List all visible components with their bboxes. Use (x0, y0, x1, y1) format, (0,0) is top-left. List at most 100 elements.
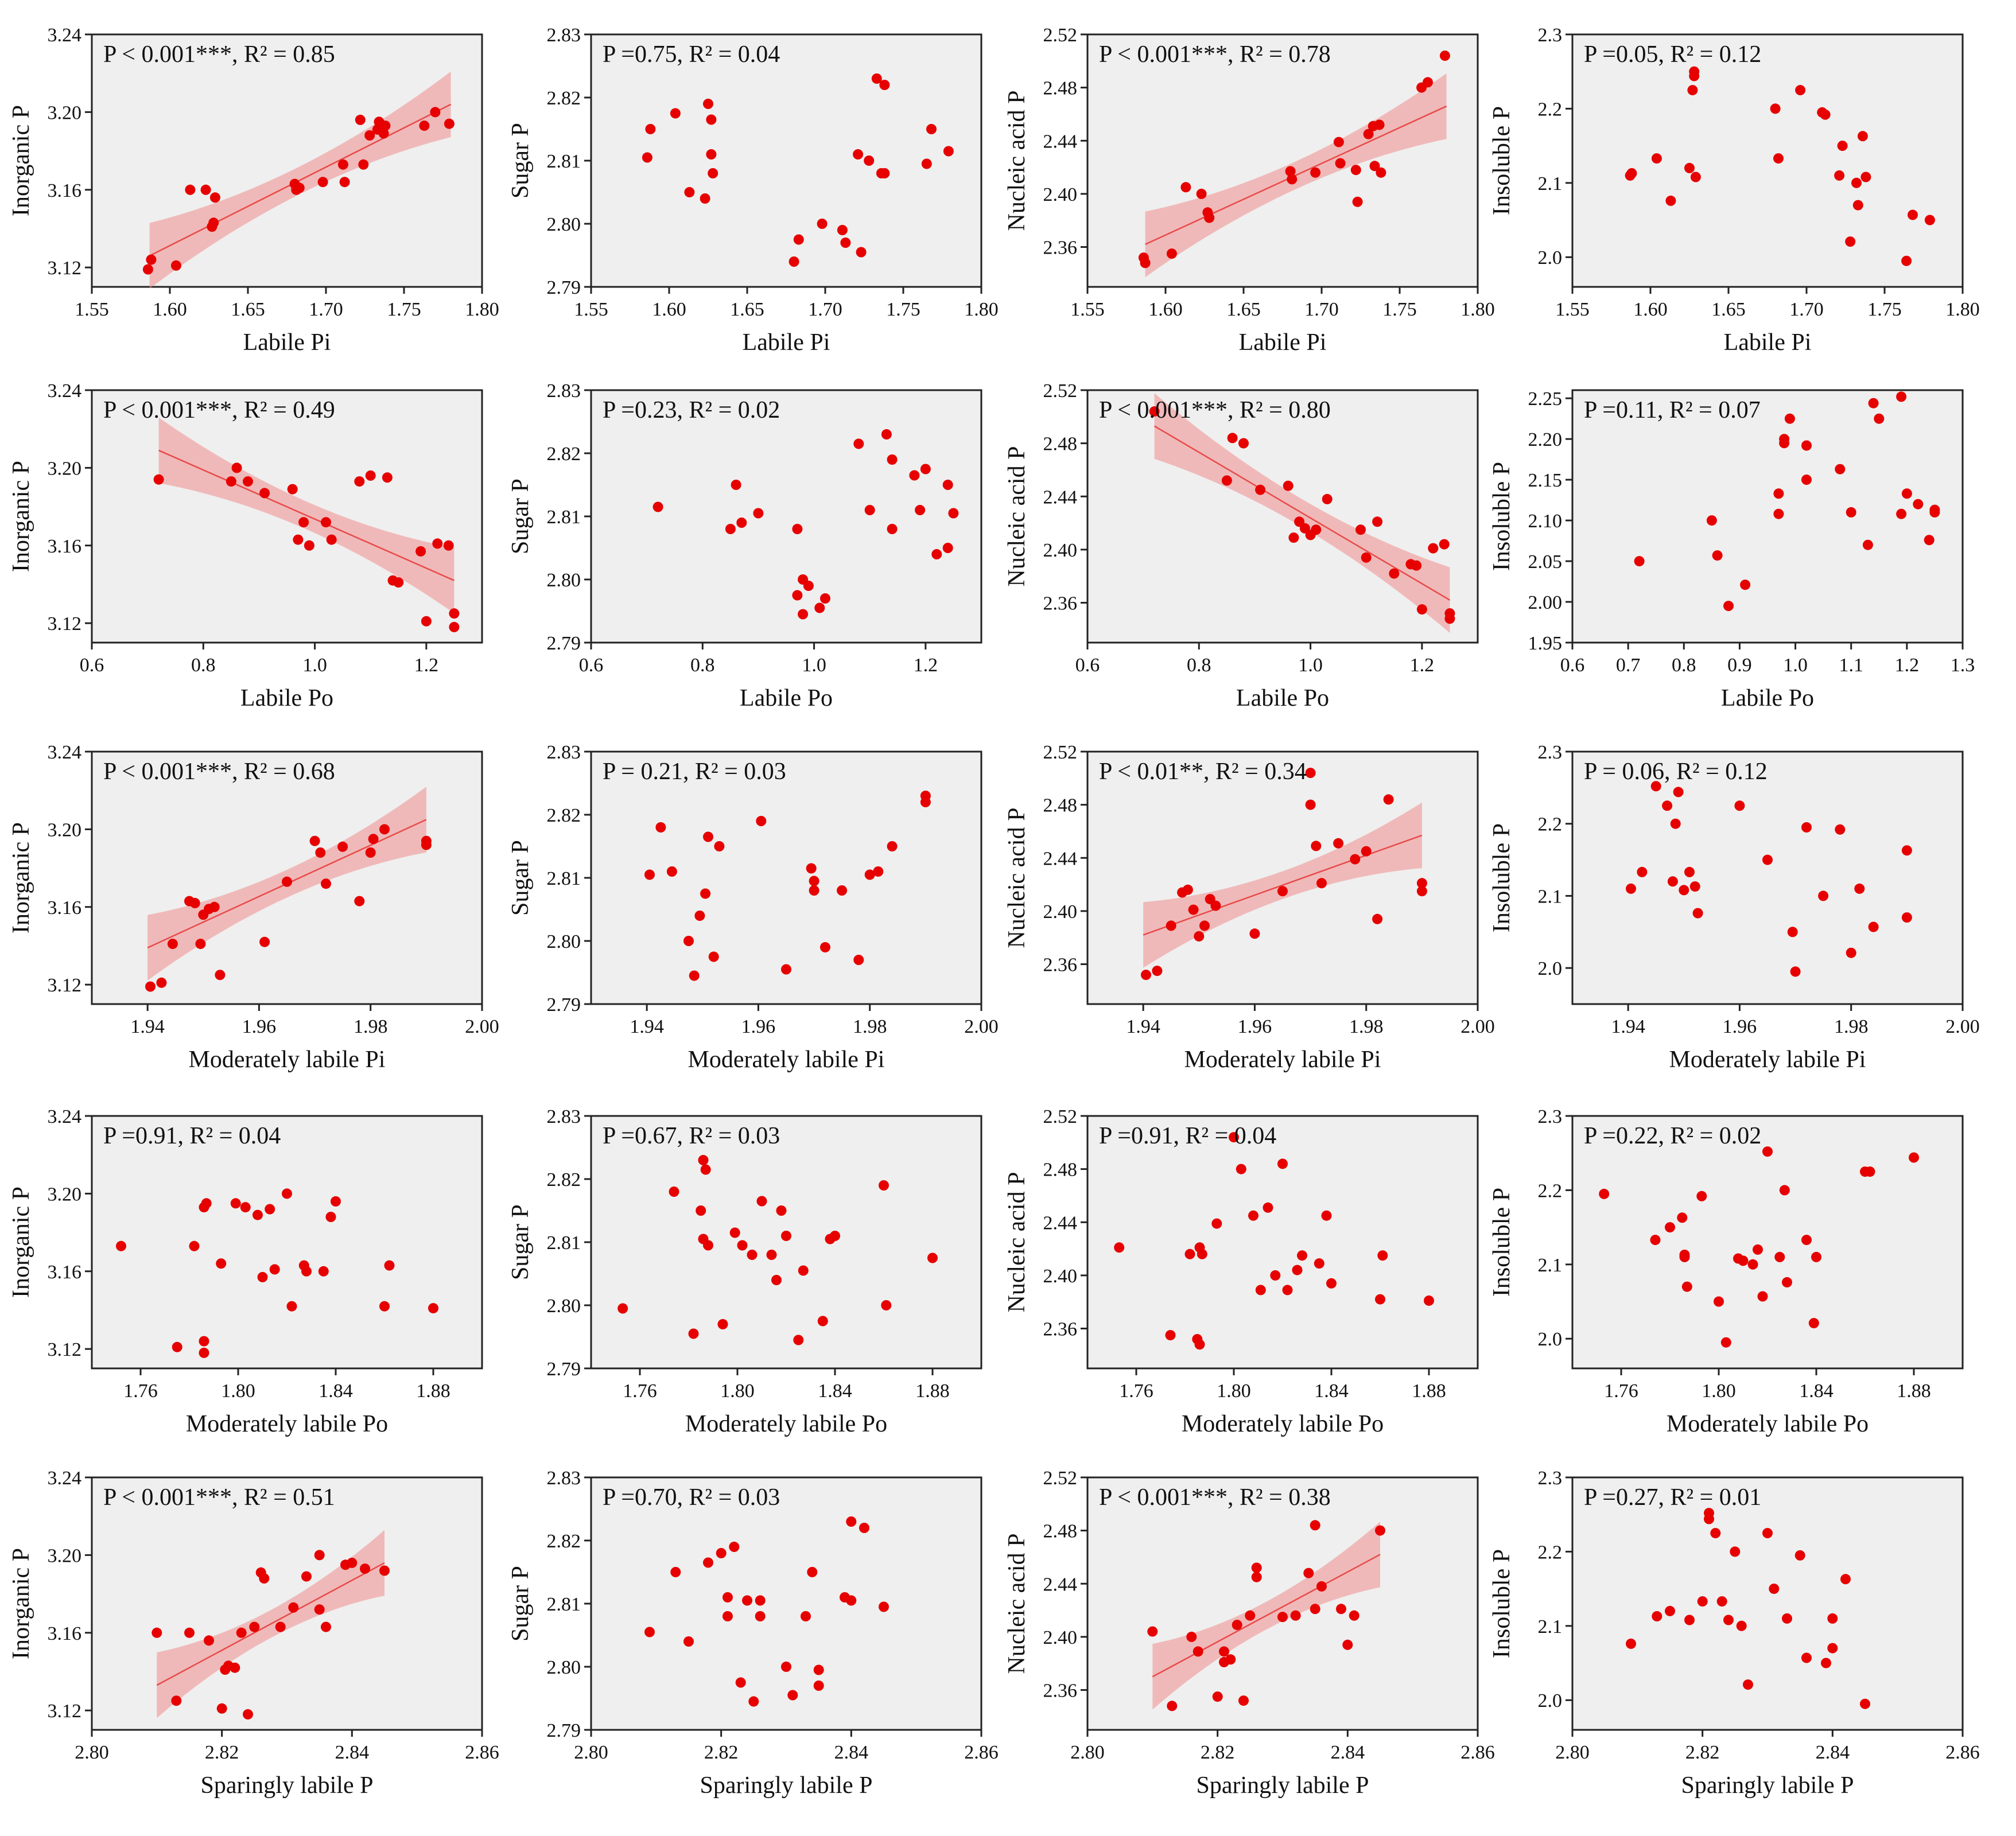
y-tick-label: 2.82 (547, 805, 581, 826)
data-point (694, 911, 705, 921)
x-tick-label: 1.88 (1412, 1380, 1446, 1402)
y-tick-label: 2.2 (1538, 814, 1563, 835)
data-point (226, 476, 236, 487)
x-axis-label: Sparingly labile P (1681, 1772, 1854, 1799)
y-axis-label: Nucleic acid P (1004, 91, 1030, 231)
y-tick-label: 3.20 (48, 458, 82, 479)
data-point (670, 1567, 681, 1577)
data-point (1277, 1158, 1288, 1169)
data-point (748, 1696, 759, 1707)
data-point (1808, 1318, 1819, 1329)
data-point (683, 1636, 694, 1647)
stat-annotation: P < 0.001***, R² = 0.68 (103, 758, 335, 785)
data-point (142, 264, 153, 275)
data-point (1333, 838, 1344, 849)
data-point (1790, 966, 1801, 977)
data-point (1599, 1188, 1610, 1199)
data-point (243, 476, 253, 487)
data-point (216, 1258, 227, 1269)
x-tick-label: 1.96 (1238, 1016, 1272, 1037)
data-point (853, 955, 864, 965)
data-point (1221, 475, 1232, 486)
data-point (756, 1196, 767, 1207)
regression-line (1143, 834, 1423, 936)
data-point (1369, 161, 1380, 172)
x-tick-label: 0.6 (1560, 655, 1585, 676)
x-axis-label: Sparingly labile P (201, 1772, 374, 1799)
data-point (887, 841, 898, 851)
x-tick-label: 2.00 (1460, 1016, 1495, 1037)
x-tick-label: 2.84 (1816, 1742, 1850, 1763)
data-point (337, 159, 348, 170)
data-point (1310, 1604, 1320, 1615)
x-tick-label: 1.75 (1867, 299, 1902, 320)
data-point (820, 593, 830, 604)
x-tick-label: 1.70 (1304, 299, 1339, 320)
data-point (1862, 539, 1873, 550)
data-point (1249, 928, 1260, 939)
y-tick-label: 2.40 (1043, 1627, 1078, 1648)
data-point (231, 462, 242, 473)
data-point (1439, 50, 1450, 61)
data-point (1782, 1613, 1792, 1624)
y-tick-label: 2.40 (1043, 540, 1078, 561)
data-point (1255, 484, 1266, 495)
data-point (184, 1627, 195, 1638)
data-point (337, 841, 348, 852)
data-point (1416, 878, 1427, 889)
data-point (365, 470, 376, 481)
x-tick-label: 1.2 (1410, 655, 1435, 676)
y-tick-label: 2.36 (1043, 1681, 1078, 1702)
y-tick-label: 2.48 (1043, 1160, 1078, 1181)
data-point (240, 1202, 251, 1213)
x-tick-label: 1.76 (623, 1380, 657, 1402)
x-axis-label: Labile Pi (1724, 329, 1812, 356)
data-point (1673, 787, 1684, 798)
y-tick-label: 3.24 (48, 742, 82, 763)
data-point (339, 177, 350, 188)
y-tick-label: 2.05 (1528, 551, 1563, 573)
data-point (771, 1275, 782, 1285)
data-point (1697, 1596, 1708, 1607)
data-point (793, 1335, 804, 1345)
x-tick-label: 0.8 (1187, 655, 1211, 676)
data-point (364, 130, 375, 141)
data-point (1361, 846, 1372, 857)
data-point (1363, 129, 1374, 139)
x-tick-label: 1.84 (318, 1380, 353, 1402)
y-tick-label: 2.80 (547, 1657, 581, 1678)
x-tick-label: 1.0 (302, 655, 327, 676)
data-point (879, 1601, 889, 1612)
y-tick-label: 2.36 (1043, 1319, 1078, 1340)
data-point (1292, 1265, 1303, 1275)
data-point (1238, 1695, 1249, 1706)
x-tick-label: 1.94 (130, 1016, 165, 1037)
y-axis-label: Nucleic acid P (1004, 446, 1030, 587)
data-point (287, 484, 298, 495)
data-point (358, 159, 369, 170)
data-point (1924, 535, 1935, 546)
data-point (837, 885, 848, 896)
y-tick-label: 2.79 (547, 994, 581, 1016)
y-axis-label: Inorganic P (8, 461, 34, 572)
data-point (209, 901, 220, 912)
data-point (1667, 876, 1678, 887)
data-point (864, 505, 875, 515)
data-point (644, 869, 655, 880)
data-point (1288, 532, 1299, 543)
y-axis-label: Sugar P (507, 123, 534, 199)
data-point (1411, 560, 1422, 571)
x-tick-label: 2.80 (574, 1742, 608, 1763)
data-point (1311, 524, 1322, 535)
chart-panel-12: 1.94 1.96 1.98 2.00 2.0 2.1 2.2 2.3 Moderately l… (1489, 742, 1980, 1073)
data-point (1690, 172, 1701, 182)
data-point (846, 1595, 857, 1606)
y-tick-label: 2.48 (1043, 1521, 1078, 1542)
data-point (689, 970, 700, 981)
data-point (1361, 552, 1372, 563)
data-point (1818, 890, 1829, 901)
data-point (1665, 1222, 1675, 1233)
y-tick-label: 2.81 (547, 1594, 581, 1615)
x-axis-label: Labile Po (1721, 685, 1814, 711)
data-point (419, 120, 430, 131)
